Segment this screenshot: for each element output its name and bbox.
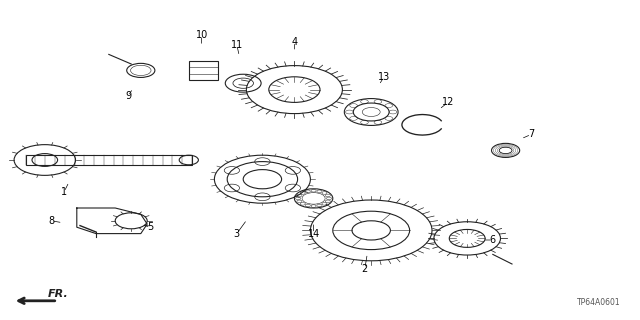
Text: 12: 12 bbox=[442, 97, 454, 108]
Text: 14: 14 bbox=[307, 228, 320, 239]
Text: 13: 13 bbox=[378, 72, 390, 82]
Text: TP64A0601: TP64A0601 bbox=[577, 298, 621, 307]
Bar bbox=[26, 155, 192, 165]
Text: 8: 8 bbox=[48, 216, 54, 226]
Text: 9: 9 bbox=[125, 91, 131, 101]
Text: 2: 2 bbox=[362, 264, 368, 274]
Text: 11: 11 bbox=[230, 40, 243, 50]
Text: 3: 3 bbox=[234, 228, 240, 239]
Text: FR.: FR. bbox=[48, 289, 68, 299]
Text: 10: 10 bbox=[195, 30, 208, 40]
Text: 6: 6 bbox=[490, 235, 496, 245]
Text: 4: 4 bbox=[291, 36, 298, 47]
Text: 1: 1 bbox=[61, 187, 67, 197]
Text: 5: 5 bbox=[147, 222, 154, 232]
Text: 7: 7 bbox=[528, 129, 534, 140]
Bar bbox=[189, 61, 218, 80]
